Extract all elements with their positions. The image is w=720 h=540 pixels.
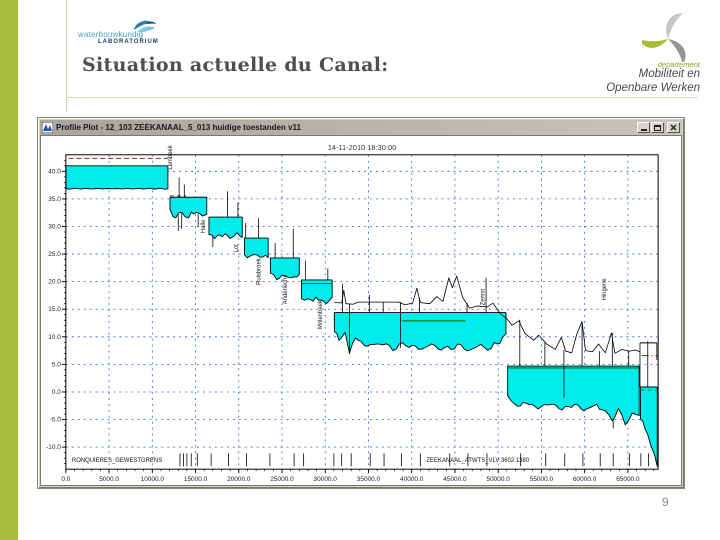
svg-text:0.0: 0.0 [52, 389, 61, 396]
template-vertical-line [66, 0, 67, 112]
svg-text:10000.0: 10000.0 [141, 476, 165, 483]
canal-profile-chart: 40.0 35.0 30.0 25.0 20.0 15.0 10.0 5.0 0.0 -5.0 -1… [46, 143, 659, 483]
svg-text:30000.0: 30000.0 [314, 476, 338, 483]
waterbouwkundig-text: waterbouwkundig [78, 30, 144, 39]
svg-text:20000.0: 20000.0 [227, 476, 251, 483]
svg-text:Zemst: Zemst [480, 289, 486, 306]
mow-mobiliteit-text: Mobiliteit en [638, 68, 700, 80]
page-title: Situation actuelle du Canal: [82, 54, 389, 76]
window-titlebar[interactable]: Profile Plot - 12_103 ZEEKANAAL_5_013 hu… [40, 120, 682, 135]
svg-text:25000.0: 25000.0 [270, 476, 294, 483]
svg-text:14-11-2010 18:30:00: 14-11-2010 18:30:00 [328, 143, 397, 152]
svg-text:RONQUIERES_GEWESTGRENS: RONQUIERES_GEWESTGRENS [72, 458, 162, 464]
laboratorium-text: LABORATORIUM [98, 39, 159, 45]
svg-text:Halle: Halle [201, 219, 207, 233]
profile-plot-window: Profile Plot - 12_103 ZEEKANAAL_5_013 hu… [37, 117, 685, 489]
svg-text:Hingene: Hingene [602, 278, 608, 301]
svg-text:-10.0: -10.0 [46, 444, 61, 451]
close-icon [670, 124, 677, 131]
mow-logo: departement Mobiliteit en Openbare Werke… [532, 12, 702, 97]
svg-text:Molenbeek: Molenbeek [318, 300, 324, 329]
svg-text:40000.0: 40000.0 [400, 476, 424, 483]
svg-text:35000.0: 35000.0 [357, 476, 381, 483]
svg-text:5000.0: 5000.0 [99, 476, 119, 483]
svg-text:15000.0: 15000.0 [184, 476, 208, 483]
svg-text:Lembeek: Lembeek [168, 145, 174, 169]
svg-text:Lot: Lot [234, 244, 240, 253]
maximize-button[interactable] [651, 122, 664, 133]
window-title: Profile Plot - 12_103 ZEEKANAAL_5_013 hu… [56, 123, 301, 132]
chart-client-area: 40.0 35.0 30.0 25.0 20.0 15.0 10.0 5.0 0.0 -5.0 -1… [40, 135, 682, 486]
svg-text:45000.0: 45000.0 [443, 476, 467, 483]
svg-text:5.0: 5.0 [52, 361, 61, 368]
svg-text:Anderlecht: Anderlecht [283, 276, 289, 305]
svg-text:15.0: 15.0 [48, 306, 61, 313]
window-icon [42, 122, 53, 133]
svg-text:Ruisbroek: Ruisbroek [256, 258, 262, 285]
mow-openbare-werken-text: Openbare Werken [606, 82, 700, 94]
svg-text:-5.0: -5.0 [50, 417, 62, 424]
svg-text:ZEEKANAAL_ATWTS_VLV 3602 1380: ZEEKANAAL_ATWTS_VLV 3602 1380 [426, 458, 529, 464]
template-horizontal-line [66, 97, 698, 98]
svg-text:30.0: 30.0 [48, 223, 61, 230]
svg-text:55000.0: 55000.0 [530, 476, 554, 483]
svg-text:40.0: 40.0 [48, 168, 61, 175]
svg-text:25.0: 25.0 [48, 251, 61, 258]
svg-text:20.0: 20.0 [48, 279, 61, 286]
mow-pinwheel-icon [642, 13, 686, 62]
svg-text:65000.0: 65000.0 [616, 476, 640, 483]
left-accent-bar [0, 0, 18, 540]
minimize-icon [640, 129, 647, 131]
mow-departement-text: departement [657, 60, 700, 69]
close-button[interactable] [667, 122, 680, 133]
waterbouwkundig-logo: waterbouwkundig LABORATORIUM [78, 20, 188, 54]
svg-text:50000.0: 50000.0 [487, 476, 511, 483]
svg-text:10.0: 10.0 [48, 334, 61, 341]
svg-text:0.0: 0.0 [61, 476, 70, 483]
waterbouwkundig-swirl-icon [134, 20, 156, 33]
svg-text:60000.0: 60000.0 [573, 476, 597, 483]
svg-text:35.0: 35.0 [48, 196, 61, 203]
minimize-button[interactable] [637, 122, 650, 133]
window-controls [636, 122, 680, 133]
page-number: 9 [662, 495, 669, 509]
maximize-icon [654, 125, 661, 131]
